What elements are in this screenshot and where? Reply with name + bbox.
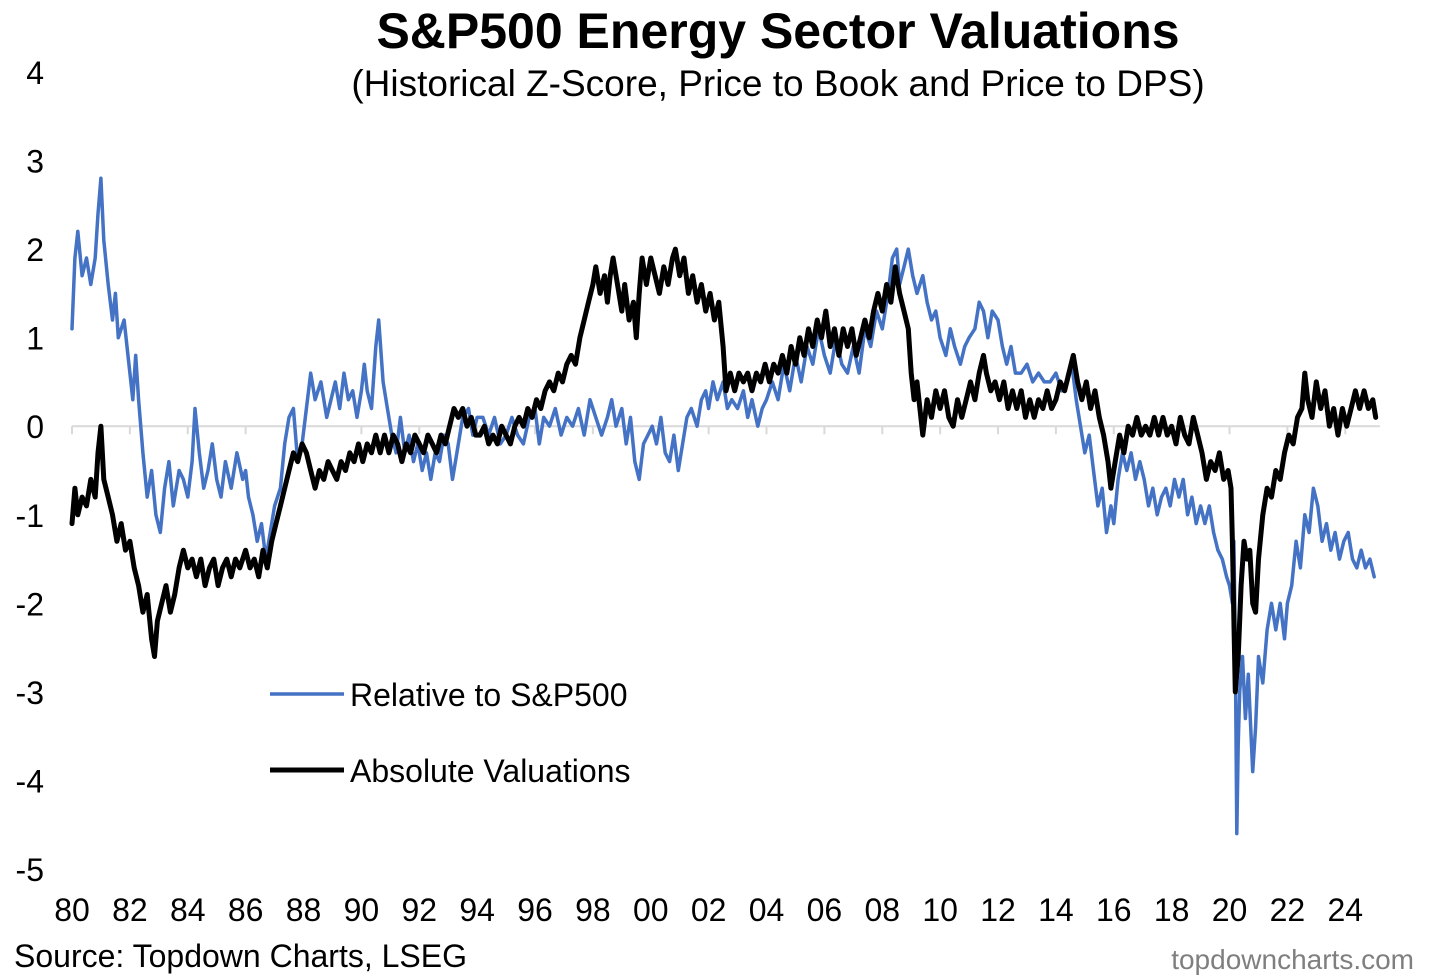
watermark: topdowncharts.com bbox=[1171, 944, 1414, 975]
x-tick-label: 86 bbox=[228, 892, 264, 928]
series-line-relative-to-s-p500 bbox=[70, 176, 1376, 836]
y-tick-label: -2 bbox=[16, 586, 44, 622]
x-tick-label: 18 bbox=[1154, 892, 1190, 928]
x-tick-label: 94 bbox=[459, 892, 495, 928]
y-tick-label: -1 bbox=[16, 498, 44, 534]
y-tick-label: 2 bbox=[26, 232, 44, 268]
x-tick-label: 24 bbox=[1327, 892, 1363, 928]
x-tick-label: 22 bbox=[1270, 892, 1306, 928]
x-tick-label: 12 bbox=[980, 892, 1016, 928]
x-tick-label: 84 bbox=[170, 892, 206, 928]
source-note: Source: Topdown Charts, LSEG bbox=[14, 938, 467, 974]
y-tick-label: -3 bbox=[16, 675, 44, 711]
x-tick-label: 96 bbox=[517, 892, 553, 928]
chart-subtitle: (Historical Z-Score, Price to Book and P… bbox=[351, 63, 1205, 104]
series-line-absolute-valuations bbox=[69, 246, 1379, 695]
legend-label: Relative to S&P500 bbox=[350, 677, 628, 713]
y-tick-label: 4 bbox=[26, 55, 44, 91]
chart-title: S&P500 Energy Sector Valuations bbox=[376, 3, 1180, 59]
x-tick-label: 00 bbox=[633, 892, 669, 928]
x-tick-label: 16 bbox=[1096, 892, 1132, 928]
x-tick-label: 08 bbox=[864, 892, 900, 928]
x-tick-label: 90 bbox=[344, 892, 380, 928]
legend-label: Absolute Valuations bbox=[350, 753, 630, 789]
y-tick-label: 0 bbox=[26, 409, 44, 445]
x-tick-label: 80 bbox=[54, 892, 90, 928]
x-tick-label: 14 bbox=[1038, 892, 1074, 928]
x-tick-label: 88 bbox=[286, 892, 322, 928]
x-tick-label: 82 bbox=[112, 892, 148, 928]
x-tick-label: 20 bbox=[1212, 892, 1248, 928]
x-tick-label: 02 bbox=[691, 892, 727, 928]
x-tick-label: 98 bbox=[575, 892, 611, 928]
y-tick-label: 1 bbox=[26, 321, 44, 357]
x-tick-label: 06 bbox=[807, 892, 843, 928]
x-tick-label: 92 bbox=[401, 892, 437, 928]
y-tick-label: -5 bbox=[16, 852, 44, 888]
x-tick-label: 04 bbox=[749, 892, 785, 928]
y-tick-label: 3 bbox=[26, 144, 44, 180]
x-tick-label: 10 bbox=[922, 892, 958, 928]
y-tick-label: -4 bbox=[16, 763, 44, 799]
